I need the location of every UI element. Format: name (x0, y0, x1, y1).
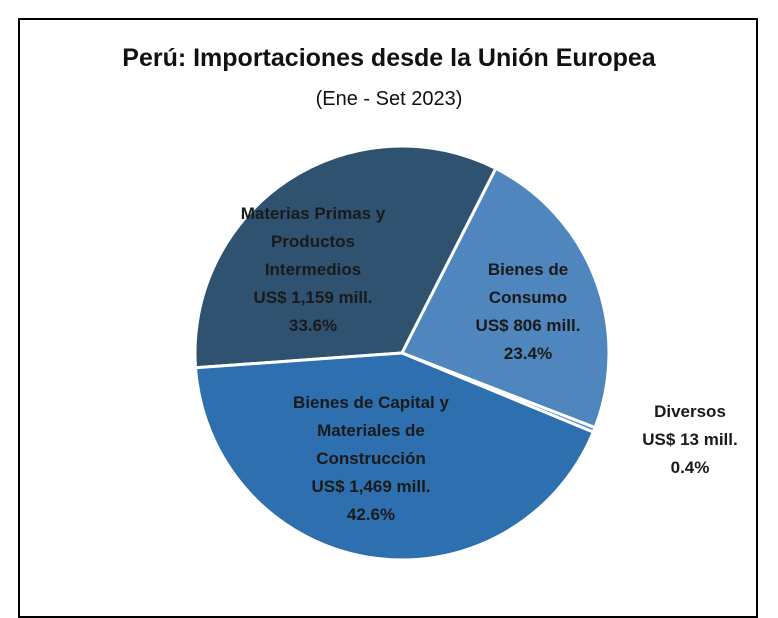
pie-slice (399, 166, 611, 430)
percent-label: 0.4% (670, 458, 710, 477)
chart-subtitle: (Ene - Set 2023) (315, 88, 463, 110)
slice-label: Bienes de Consumo US$ 806 mill. 23.4% (463, 256, 593, 368)
page: Perú: Importaciones desde la Unión Europ… (18, 18, 760, 618)
value-label: US$ 806 mill. (475, 316, 581, 335)
percent-label: 33.6% (288, 316, 338, 335)
pie-slice (193, 144, 498, 370)
category-label: Materias Primas y Productos Intermedios (240, 204, 386, 279)
pie-slice (193, 351, 596, 562)
slice-label: Materias Primas y Productos Intermedios U… (226, 200, 401, 340)
percent-label: 23.4% (503, 344, 553, 363)
category-label: Diversos (654, 402, 726, 421)
value-label: US$ 1,159 mill. (253, 288, 373, 307)
pie-chart (193, 144, 611, 562)
category-label: Bienes de Consumo (487, 260, 569, 307)
percent-label: 42.6% (346, 505, 396, 524)
value-label: US$ 1,469 mill. (311, 477, 431, 496)
category-label: Bienes de Capital y Materiales de Constr… (293, 393, 449, 468)
slice-label: Diversos US$ 13 mill. 0.4% (620, 398, 760, 482)
chart-title: Perú: Importaciones desde la Unión Europ… (122, 44, 656, 72)
value-label: US$ 13 mill. (642, 430, 738, 449)
slice-label: Bienes de Capital y Materiales de Constr… (271, 389, 471, 529)
